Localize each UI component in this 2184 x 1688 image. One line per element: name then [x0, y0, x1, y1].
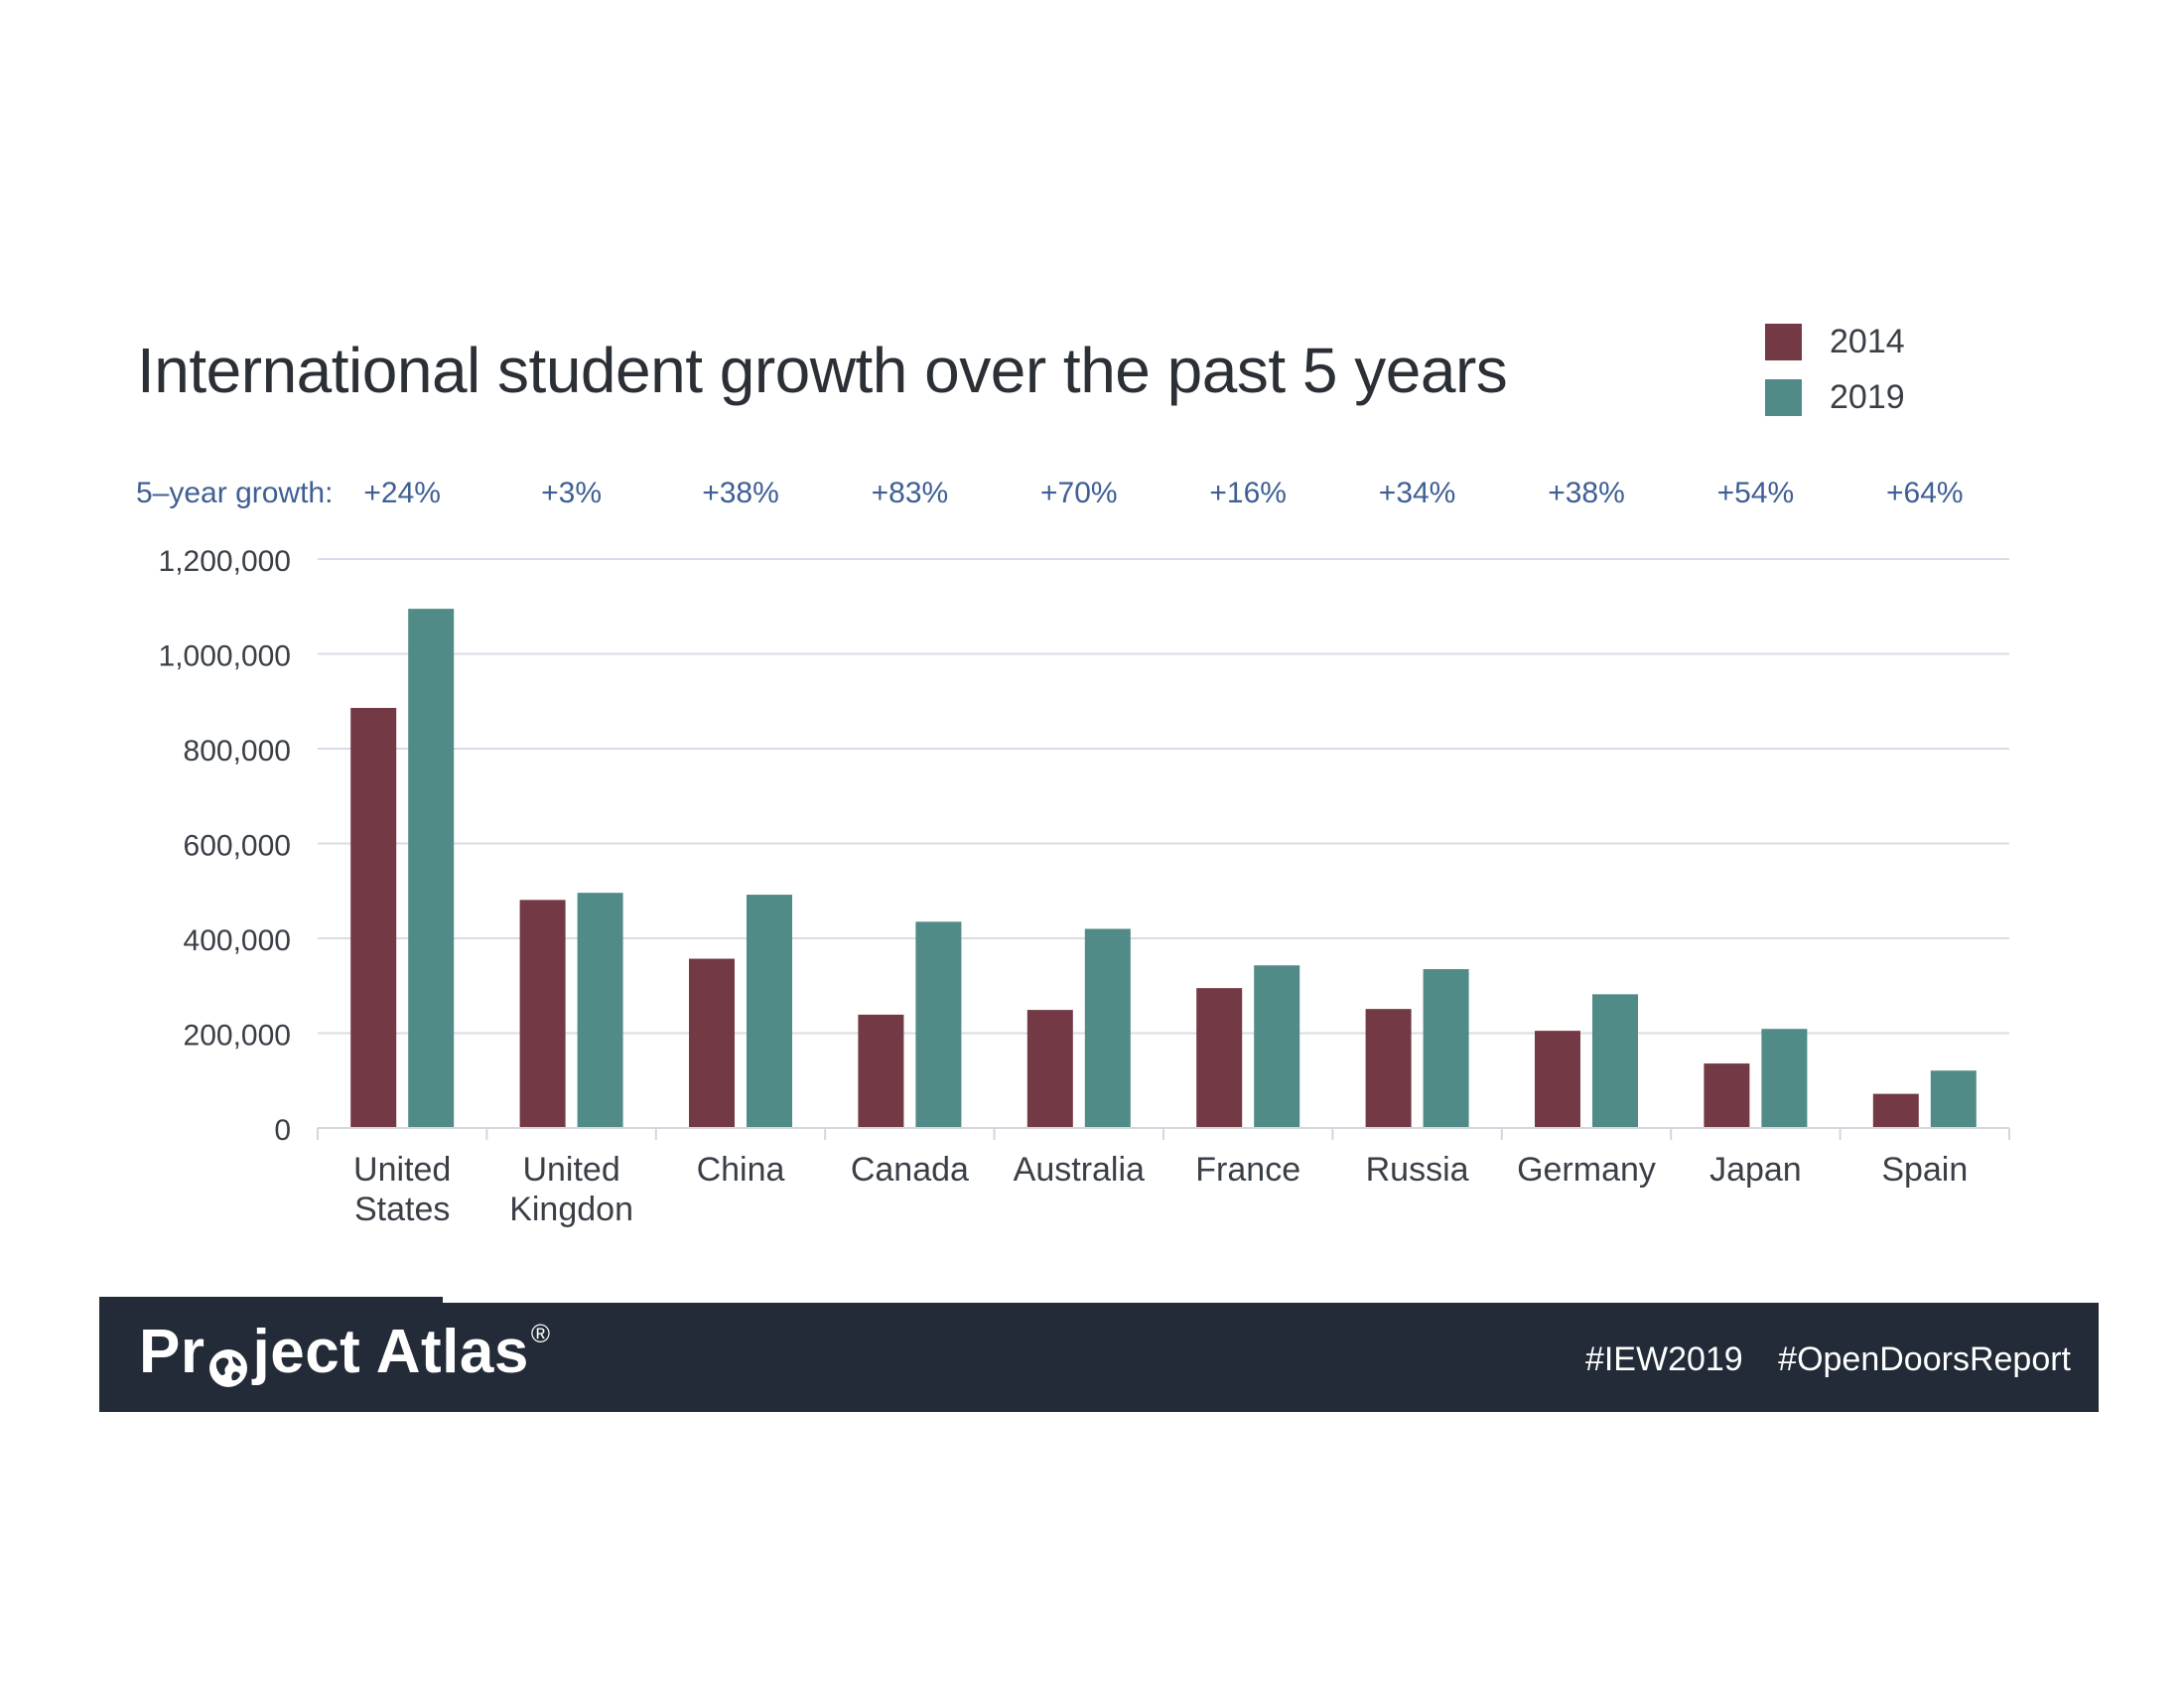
legend: 2014 2019: [1765, 322, 1905, 433]
y-tick-label: 600,000: [184, 830, 291, 863]
legend-label-2014: 2014: [1830, 322, 1905, 360]
footer-notch: [99, 1297, 443, 1303]
legend-swatch-2014: [1765, 323, 1802, 360]
brand-text-end: ject Atlas: [252, 1318, 529, 1386]
project-atlas-logo: Pr ject Atlas ®: [139, 1317, 551, 1387]
bar-2014: [1872, 1093, 1919, 1128]
bar-2014: [1026, 1010, 1073, 1128]
growth-value: +38%: [702, 477, 779, 509]
x-tick-label: States: [354, 1191, 450, 1228]
growth-value: +38%: [1548, 477, 1625, 509]
legend-label-2019: 2019: [1830, 377, 1905, 416]
bar-chart: 0 200,000 400,000 600,000 800,000 1,000,000 1,…: [136, 477, 2010, 1228]
growth-row-label: 5–year growth:: [136, 477, 333, 509]
legend-item-2014: 2014: [1765, 322, 1905, 361]
x-tick-label: France: [1195, 1151, 1300, 1189]
growth-value: +16%: [1209, 477, 1287, 509]
bar-2014: [519, 900, 566, 1128]
y-tick-label: 200,000: [184, 1020, 291, 1053]
growth-value: +70%: [1040, 477, 1118, 509]
x-tick-label: Japan: [1709, 1151, 1802, 1189]
gridlines: [318, 558, 2009, 1035]
x-tick-label: Canada: [851, 1151, 969, 1189]
y-tick-label: 400,000: [184, 924, 291, 957]
growth-value: +24%: [363, 477, 441, 509]
y-tick-label: 800,000: [184, 735, 291, 768]
y-axis-ticks: 0 200,000 400,000 600,000 800,000 1,000,000 1,…: [159, 545, 291, 1147]
bar-2019: [915, 921, 962, 1128]
bar-2014: [1196, 988, 1243, 1128]
x-tick-label: Kingdon: [509, 1191, 633, 1228]
chart-title: International student growth over the pa…: [137, 335, 1508, 406]
growth-value: +64%: [1886, 477, 1964, 509]
hashtag-opendoors[interactable]: #OpenDoorsReport: [1778, 1340, 2071, 1378]
hashtag-iew[interactable]: #IEW2019: [1584, 1340, 1743, 1378]
bar-2019: [1930, 1070, 1977, 1128]
bar-2014: [1365, 1009, 1412, 1128]
x-tick-label: Spain: [1881, 1151, 1968, 1189]
brand-text-start: Pr: [139, 1318, 205, 1386]
hashtags: #IEW2019 #OpenDoorsReport: [1585, 1340, 2071, 1379]
bar-2019: [1084, 928, 1131, 1128]
bar-2019: [747, 895, 792, 1128]
globe-icon: [206, 1335, 250, 1387]
x-tick-label: Australia: [1014, 1151, 1145, 1189]
growth-value: +54%: [1717, 477, 1795, 509]
x-tick-label: Germany: [1517, 1151, 1656, 1189]
bar-2014: [858, 1014, 904, 1128]
bars: [350, 609, 1977, 1128]
growth-value: +34%: [1379, 477, 1456, 509]
bar-2014: [689, 958, 735, 1128]
x-tick-label: Russia: [1366, 1151, 1469, 1189]
bar-2019: [1254, 965, 1300, 1128]
y-tick-label: 1,200,000: [159, 545, 291, 578]
growth-value: +3%: [541, 477, 602, 509]
bar-2019: [577, 893, 623, 1128]
x-tick-label: China: [697, 1151, 785, 1189]
bar-2014: [1535, 1031, 1580, 1128]
growth-value: +83%: [872, 477, 949, 509]
bar-2019: [1592, 994, 1638, 1128]
growth-row: 5–year growth: +24% +3% +38% +83% +70% +16% +34…: [136, 477, 1964, 509]
bar-2019: [1761, 1029, 1808, 1128]
y-tick-label: 0: [274, 1114, 291, 1147]
legend-swatch-2019: [1765, 378, 1802, 416]
bar-2019: [408, 609, 455, 1128]
x-tick-label: United: [353, 1151, 451, 1189]
registered-mark: ®: [530, 1319, 551, 1348]
legend-item-2019: 2019: [1765, 377, 1905, 417]
x-tick-label: United: [522, 1151, 619, 1189]
bar-2019: [1423, 969, 1469, 1128]
y-tick-label: 1,000,000: [159, 640, 291, 673]
footer-band: Pr ject Atlas ® #IEW2019 #OpenDoorsRepor…: [99, 1303, 2099, 1412]
bar-2014: [1704, 1063, 1750, 1128]
bar-2014: [350, 707, 397, 1128]
